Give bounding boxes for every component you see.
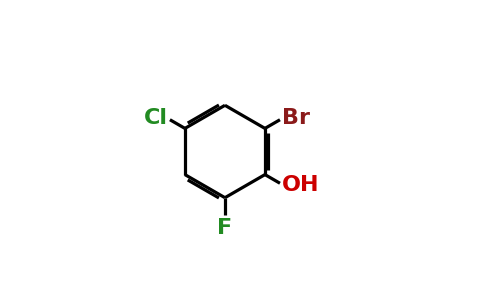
Text: Cl: Cl bbox=[144, 108, 168, 128]
Text: F: F bbox=[217, 218, 232, 239]
Text: OH: OH bbox=[282, 175, 319, 195]
Text: Br: Br bbox=[282, 108, 310, 128]
